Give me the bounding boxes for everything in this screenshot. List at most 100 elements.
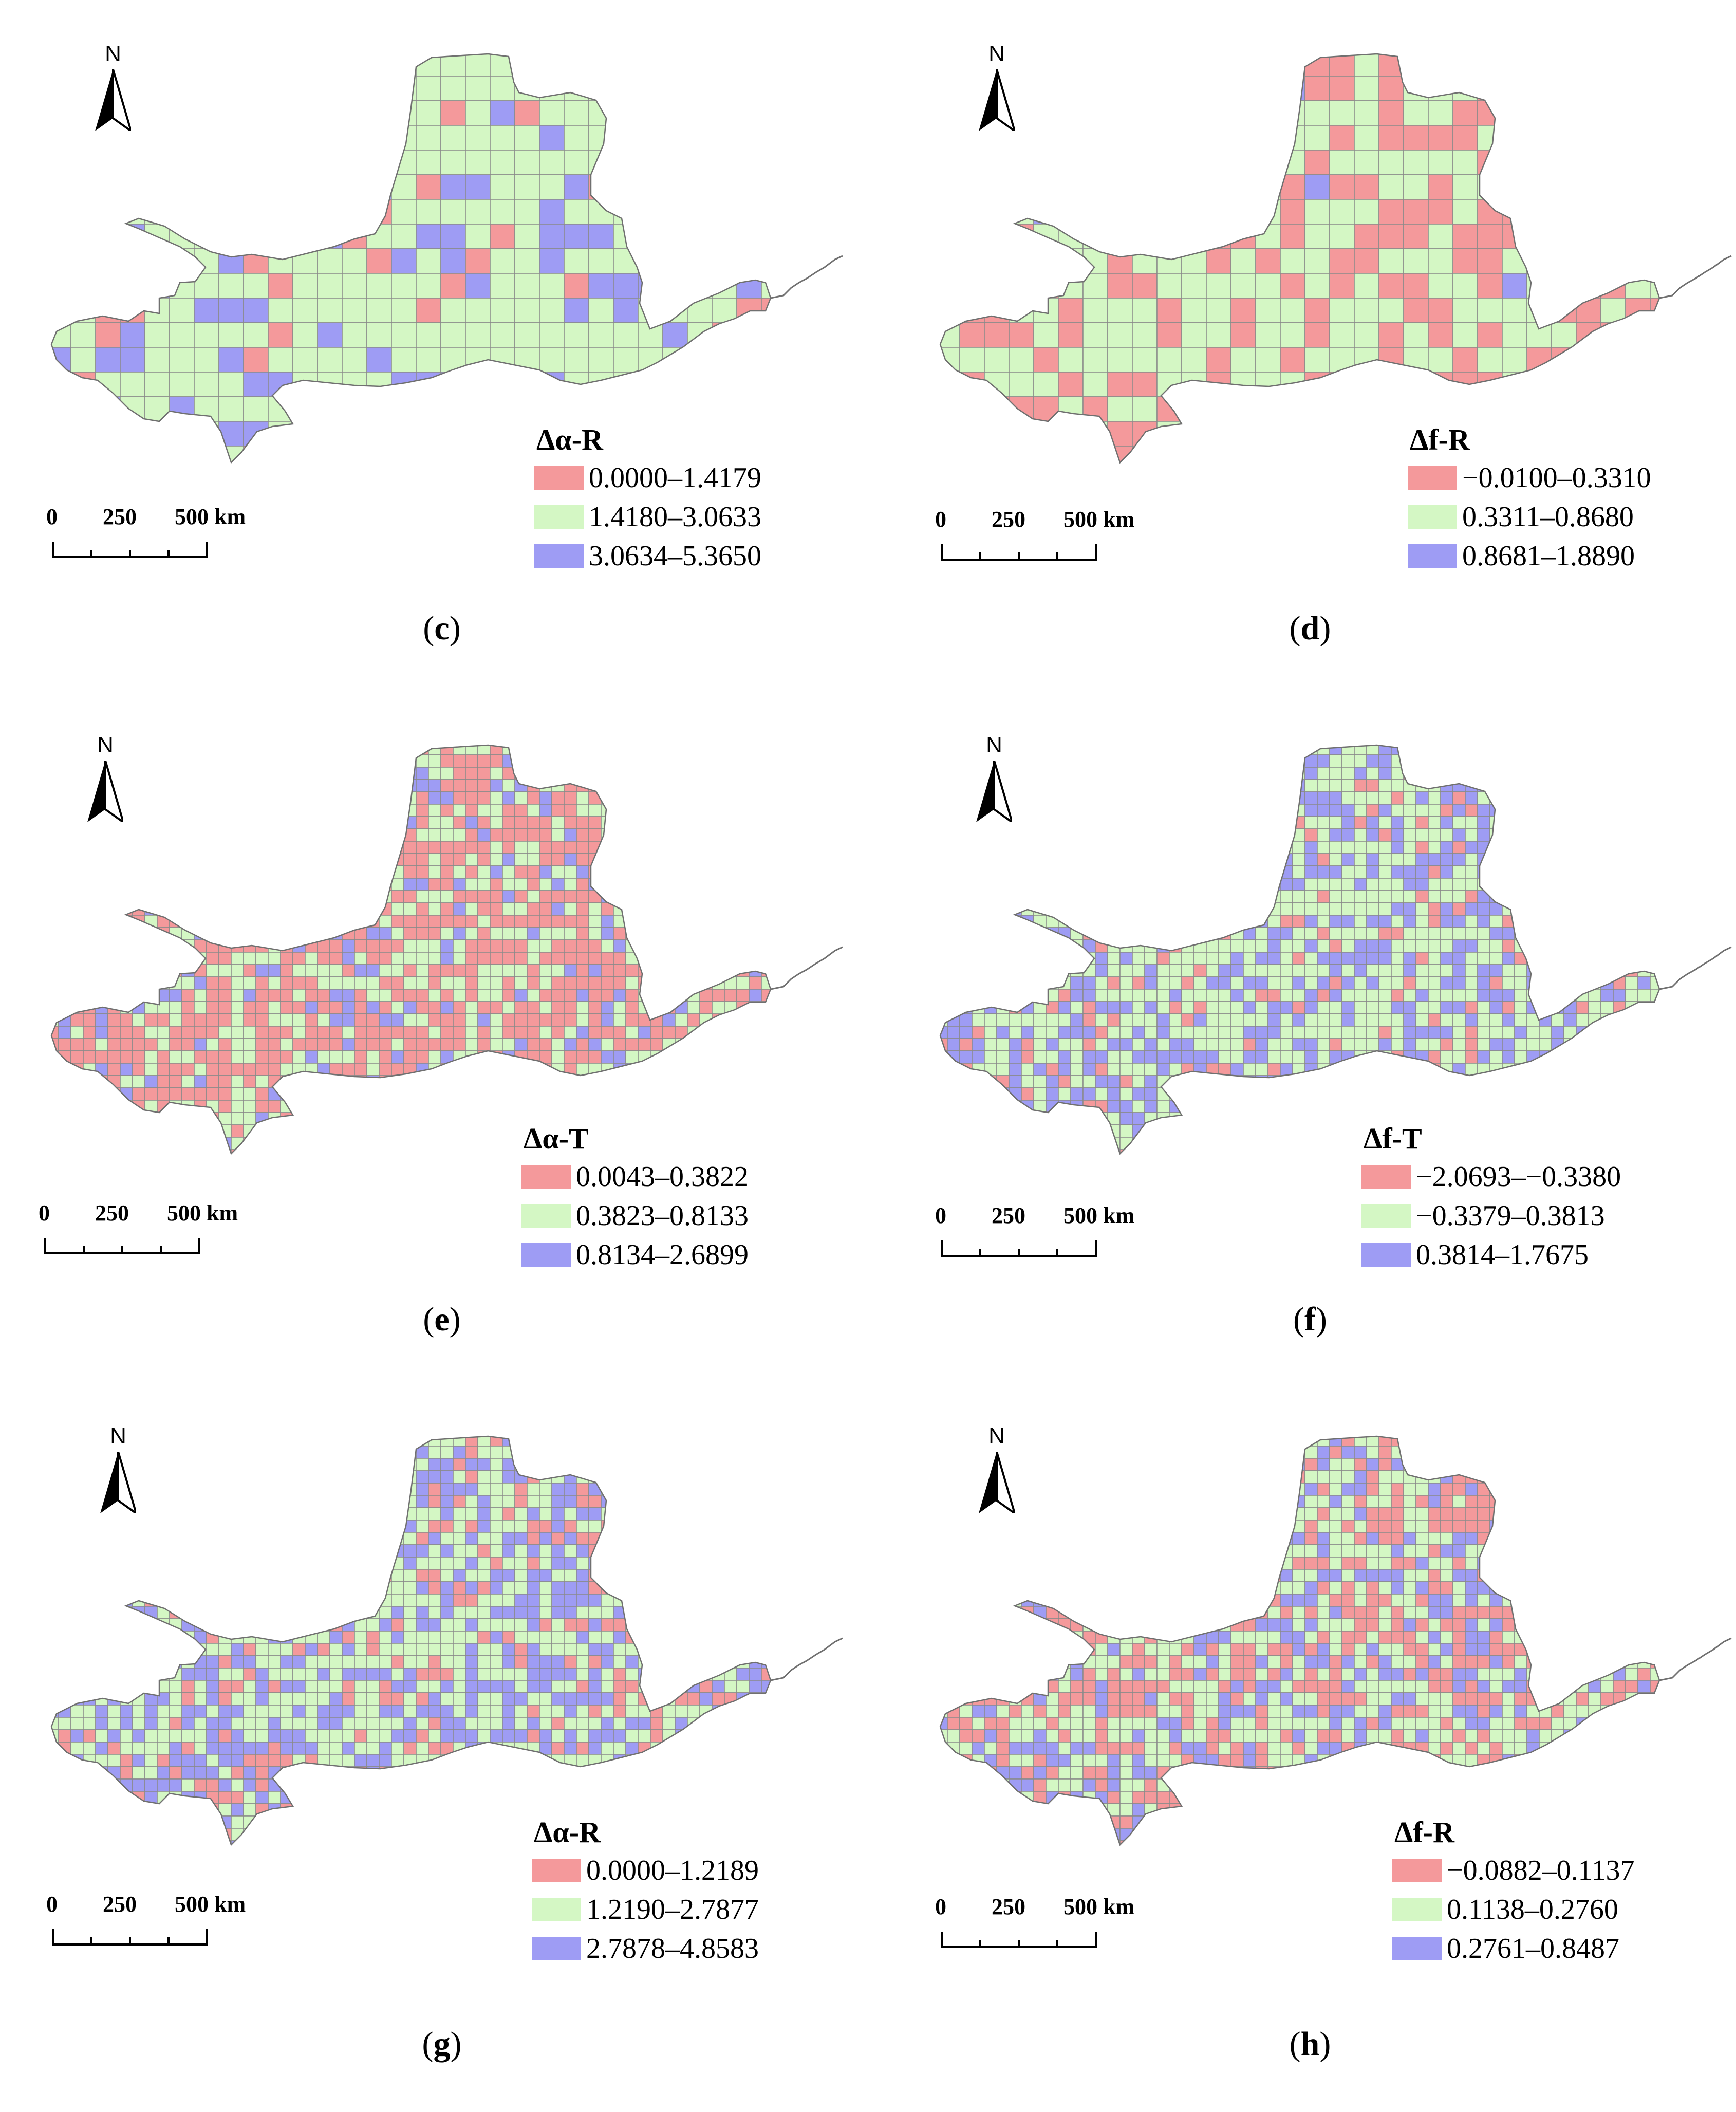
grid-cell-high xyxy=(342,1075,355,1088)
grid-cell-low xyxy=(1009,273,1034,299)
grid-cell-mid xyxy=(940,1050,948,1064)
grid-cell-mid xyxy=(1304,1075,1318,1088)
grid-cell-low xyxy=(144,745,158,755)
grid-cell-low xyxy=(984,273,1010,299)
grid-cell-high xyxy=(1058,1050,1071,1064)
grid-cell-low xyxy=(157,1100,170,1113)
grid-cell-high xyxy=(1502,1013,1515,1027)
grid-cell-mid xyxy=(1033,1038,1047,1051)
grid-cell-mid xyxy=(342,199,367,225)
grid-cell-mid xyxy=(1280,952,1293,965)
grid-cell-low xyxy=(218,1063,232,1076)
grid-cell-high xyxy=(354,964,367,977)
grid-cell-high xyxy=(1206,804,1219,817)
grid-cell-mid xyxy=(972,927,985,940)
grid-cell-mid xyxy=(1637,865,1651,879)
grid-cell-mid xyxy=(1206,421,1231,447)
grid-cell-high xyxy=(947,791,960,805)
grid-cell-high xyxy=(1304,791,1318,805)
grid-cell-high xyxy=(1169,754,1182,768)
grid-cell-mid xyxy=(1058,767,1071,780)
grid-cell-mid xyxy=(1009,174,1034,200)
grid-cell-low xyxy=(218,989,232,1002)
grid-cell-low xyxy=(329,1038,343,1051)
grid-cell-mid xyxy=(1021,1063,1034,1076)
grid-cell-high xyxy=(1292,878,1305,891)
grid-cell-mid xyxy=(502,902,515,916)
grid-cell-high xyxy=(366,878,380,891)
grid-cell-mid xyxy=(1119,890,1133,903)
grid-cell-low xyxy=(1539,745,1552,755)
grid-cell-low xyxy=(169,964,182,977)
grid-cell-mid xyxy=(1354,446,1379,462)
grid-cell-mid xyxy=(662,150,688,175)
grid-cell-low xyxy=(243,745,256,755)
grid-cell-low xyxy=(465,1124,478,1138)
grid-cell-high xyxy=(514,1038,528,1051)
grid-cell-low xyxy=(761,865,771,879)
grid-cell-high xyxy=(1465,841,1478,854)
grid-cell-mid xyxy=(959,964,973,977)
grid-cell-low xyxy=(268,446,293,462)
grid-cell-mid xyxy=(1280,1026,1293,1039)
grid-cell-high xyxy=(662,100,688,126)
grid-cell-low xyxy=(761,372,771,397)
grid-cell-mid xyxy=(465,125,491,151)
grid-cell-mid xyxy=(1329,1026,1342,1039)
grid-cell-mid xyxy=(1169,902,1182,916)
grid-cell-high xyxy=(1378,915,1392,928)
grid-cell-mid xyxy=(391,878,404,891)
grid-cell-high xyxy=(761,804,771,817)
grid-cell-mid xyxy=(120,1124,133,1138)
grid-cell-high xyxy=(83,1137,96,1150)
grid-cell-low xyxy=(527,1026,540,1039)
grid-cell-mid xyxy=(1009,939,1022,953)
grid-cell-low xyxy=(342,964,355,977)
grid-cell-mid xyxy=(539,779,552,792)
grid-cell-mid xyxy=(984,1050,997,1064)
grid-cell-mid xyxy=(1354,1001,1367,1014)
grid-cell-mid xyxy=(551,1050,565,1064)
grid-cell-mid xyxy=(194,865,207,879)
grid-cell-mid xyxy=(1218,1050,1231,1064)
grid-cells xyxy=(51,745,771,1154)
grid-cell-mid xyxy=(1193,890,1207,903)
grid-cell-mid xyxy=(514,841,528,854)
grid-cell-low xyxy=(280,890,293,903)
grid-cell-low xyxy=(477,939,491,953)
grid-cell-mid xyxy=(477,989,491,1002)
grid-cell-low xyxy=(157,791,170,805)
grid-cell-mid xyxy=(1046,1026,1059,1039)
grid-cell-low xyxy=(268,927,281,940)
grid-cell-low xyxy=(564,989,577,1002)
grid-cell-high xyxy=(1169,791,1182,805)
grid-cell-high xyxy=(1107,804,1121,817)
grid-cell-low xyxy=(1181,1013,1194,1027)
grid-cell-low xyxy=(650,791,663,805)
grid-cell-low xyxy=(940,865,948,879)
grid-cell-mid xyxy=(1095,1013,1108,1027)
grid-cell-mid xyxy=(638,322,663,348)
grid-cell-mid xyxy=(1058,421,1084,447)
grid-cell-mid xyxy=(416,939,429,953)
grid-cell-mid xyxy=(514,298,540,323)
grid-cell-low xyxy=(613,76,639,101)
grid-cell-mid xyxy=(1526,150,1552,175)
grid-cell-mid xyxy=(1119,841,1133,854)
grid-cell-low xyxy=(379,1001,392,1014)
grid-cell-high xyxy=(58,927,71,940)
grid-cell-mid xyxy=(940,841,948,854)
grid-cell-low xyxy=(255,1100,269,1113)
grid-cell-mid xyxy=(662,989,676,1002)
grid-cell-mid xyxy=(1539,754,1552,768)
grid-cell-low xyxy=(403,1026,417,1039)
grid-cell-mid xyxy=(1280,767,1293,780)
grid-cell-low xyxy=(181,1087,195,1101)
grid-cell-mid xyxy=(1107,1050,1121,1064)
grid-cell-mid xyxy=(1526,1100,1540,1113)
grid-cell-mid xyxy=(1354,1100,1367,1113)
grid-cell-mid xyxy=(1637,902,1651,916)
grid-cell-mid xyxy=(940,745,948,755)
grid-cell-low xyxy=(940,174,960,200)
grid-cell-mid xyxy=(1526,779,1540,792)
